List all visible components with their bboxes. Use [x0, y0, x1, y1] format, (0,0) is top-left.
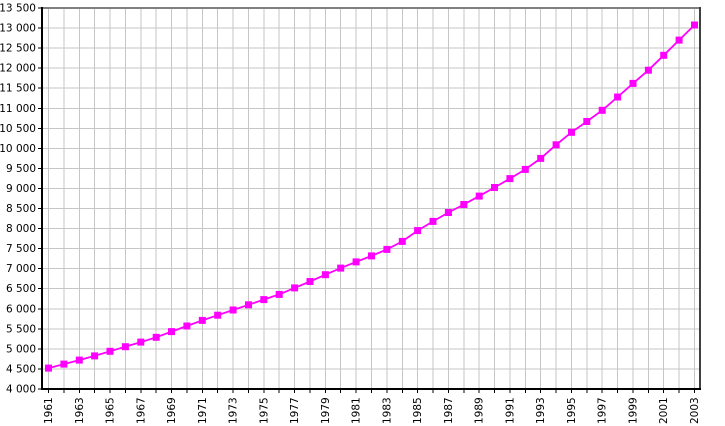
data-point: [91, 352, 99, 360]
gridlines: [43, 9, 699, 388]
y-tick-label: 5 000: [6, 343, 36, 355]
data-point: [660, 51, 668, 59]
data-point: [275, 290, 283, 298]
data-point: [491, 184, 498, 191]
data-point: [368, 252, 375, 260]
y-tick-label: 7 500: [6, 243, 36, 255]
data-point: [398, 237, 406, 245]
x-tick-label: 1993: [535, 397, 547, 424]
x-tick-label: 1965: [105, 397, 117, 424]
y-tick-label: 13 000: [0, 23, 36, 35]
plot-border: [41, 7, 701, 390]
y-tick-label: 6 500: [6, 283, 36, 295]
data-point: [383, 245, 391, 253]
data-point: [321, 271, 329, 279]
y-tick-label: 8 500: [6, 203, 36, 215]
x-tick-label: 1991: [504, 397, 516, 424]
x-tick-label: 1981: [351, 397, 363, 424]
data-point: [229, 306, 237, 314]
y-tick-label: 6 000: [6, 303, 36, 315]
data-point: [183, 322, 191, 330]
data-point: [260, 296, 268, 304]
y-tick-label: 10 000: [0, 143, 36, 155]
data-point: [691, 21, 698, 29]
data-point: [537, 154, 545, 162]
y-tick-label: 11 500: [0, 83, 36, 95]
data-point: [214, 311, 222, 319]
y-tick-label: 9 500: [6, 163, 36, 175]
x-tick-label: 1979: [320, 397, 332, 424]
data-point-markers: [45, 21, 698, 372]
data-point: [614, 93, 622, 101]
data-point: [475, 192, 483, 200]
data-point: [306, 278, 314, 285]
x-tick-label: 2001: [658, 397, 670, 424]
axis-ticks: [38, 7, 696, 393]
x-tick-label: 1967: [135, 397, 147, 424]
data-point: [506, 175, 514, 183]
data-point: [75, 356, 83, 364]
y-tick-label: 8 000: [6, 223, 36, 235]
y-tick-label: 12 500: [0, 43, 36, 55]
x-tick-label: 1977: [289, 397, 301, 424]
y-tick-label: 12 000: [0, 63, 36, 75]
x-tick-label: 1963: [74, 397, 86, 424]
data-point: [675, 36, 683, 44]
data-point: [644, 66, 652, 74]
data-point: [444, 209, 452, 216]
data-point: [583, 118, 591, 125]
y-tick-label: 10 500: [0, 123, 36, 135]
data-point: [598, 106, 606, 114]
data-point: [198, 316, 206, 324]
y-tick-label: 13 500: [0, 3, 36, 15]
data-point: [521, 165, 529, 173]
data-point: [552, 141, 560, 149]
data-point: [106, 347, 114, 355]
data-point: [429, 217, 437, 225]
data-point: [245, 301, 252, 309]
data-point: [629, 79, 637, 87]
x-tick-label: 1971: [197, 397, 209, 424]
x-tick-label: 1975: [258, 397, 270, 424]
y-axis-labels: 4 000 4 500 5 000 5 500 6 000 6 500 7 000 7 500…: [0, 3, 36, 396]
y-tick-label: 11 000: [0, 103, 36, 115]
data-point: [152, 333, 160, 341]
x-tick-label: 1969: [166, 397, 178, 424]
data-point: [291, 284, 299, 292]
data-point: [137, 338, 145, 346]
x-tick-label: 1985: [412, 397, 424, 424]
x-tick-label: 1997: [597, 397, 609, 424]
x-tick-label: 1987: [443, 397, 455, 424]
y-tick-label: 7 000: [6, 263, 36, 275]
y-tick-label: 4 500: [6, 363, 36, 375]
x-tick-label: 1961: [43, 397, 55, 424]
x-tick-label: 1995: [566, 397, 578, 424]
data-point: [121, 343, 129, 351]
y-tick-label: 4 000: [6, 384, 36, 396]
x-axis-labels: 1961 1963 1965 1967 1969 1971 1973 1975 1977 1979…: [43, 397, 701, 424]
x-tick-label: 1973: [228, 397, 240, 424]
data-point: [45, 364, 52, 372]
x-tick-label: 2003: [689, 397, 701, 424]
data-point: [414, 227, 422, 235]
data-point: [460, 201, 468, 208]
data-point: [352, 258, 360, 266]
x-tick-label: 1989: [474, 397, 486, 424]
data-point: [168, 328, 175, 336]
data-point: [568, 128, 575, 136]
data-point: [337, 264, 345, 272]
x-tick-label: 1983: [381, 397, 393, 424]
y-tick-label: 5 500: [6, 323, 36, 335]
x-tick-label: 1999: [628, 397, 640, 424]
data-point: [60, 360, 68, 368]
y-tick-label: 9 000: [6, 183, 36, 195]
